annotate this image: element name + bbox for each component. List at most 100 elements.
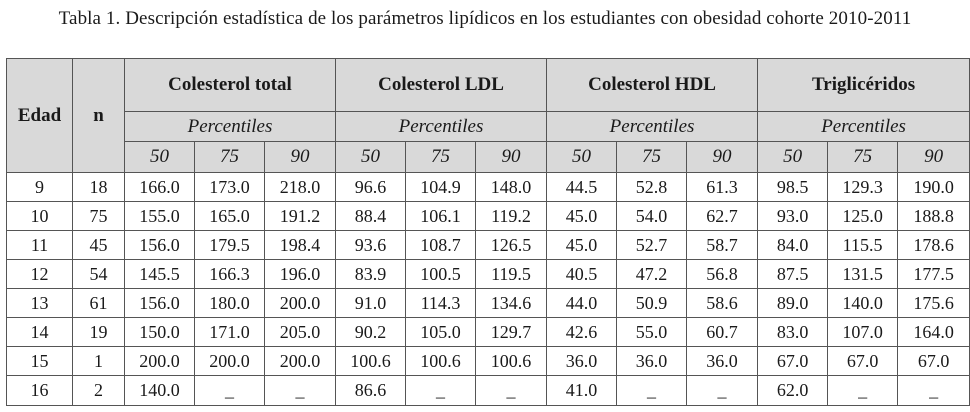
cell-ldl: 100.6 xyxy=(335,346,406,376)
cell-ct: 145.5 xyxy=(124,259,195,289)
cell-ct: _ xyxy=(194,375,265,406)
header-colesterol-hdl: Colesterol HDL xyxy=(546,58,759,112)
cell-hdl: 60.7 xyxy=(686,317,759,347)
cell-ct: 156.0 xyxy=(124,230,195,260)
cell-n: 18 xyxy=(72,172,125,202)
cell-n: 54 xyxy=(72,259,125,289)
cell-ldl: 104.9 xyxy=(405,172,476,202)
cell-tg: 125.0 xyxy=(827,201,899,231)
cell-ct: 156.0 xyxy=(124,288,195,318)
cell-n: 1 xyxy=(72,346,125,376)
cell-ldl: 106.1 xyxy=(405,201,476,231)
cell-tg: 87.5 xyxy=(757,259,829,289)
cell-ldl: 83.9 xyxy=(335,259,406,289)
table-row: 11 45 156.0 179.5 198.4 93.6 108.7 126.5 45.0 52.… xyxy=(6,230,970,260)
cell-edad: 13 xyxy=(6,288,73,318)
cell-hdl: 56.8 xyxy=(686,259,759,289)
table-header: Edad n Colesterol total Colesterol LDL C… xyxy=(6,58,970,173)
header-n: n xyxy=(72,58,125,173)
cell-ldl: 100.5 xyxy=(405,259,476,289)
cell-hdl: 55.0 xyxy=(616,317,688,347)
cell-ldl: 90.2 xyxy=(335,317,406,347)
header-percentile-value: 90 xyxy=(686,141,759,173)
cell-tg: 83.0 xyxy=(757,317,829,347)
cell-hdl: 41.0 xyxy=(546,375,618,406)
cell-edad: 12 xyxy=(6,259,73,289)
cell-ldl: 86.6 xyxy=(335,375,406,406)
cell-tg: 129.3 xyxy=(827,172,899,202)
cell-tg: 89.0 xyxy=(757,288,829,318)
header-trigliceridos: Triglicéridos xyxy=(757,58,970,112)
cell-tg: 178.6 xyxy=(897,230,970,260)
cell-hdl: 40.5 xyxy=(546,259,618,289)
header-percentiles: Percentiles xyxy=(334,111,548,142)
cell-edad: 14 xyxy=(6,317,73,347)
cell-ct: 171.0 xyxy=(194,317,265,347)
cell-ldl: 119.2 xyxy=(474,201,548,231)
cell-ct: 166.3 xyxy=(194,259,265,289)
cell-n: 19 xyxy=(72,317,125,347)
cell-tg: 107.0 xyxy=(827,317,899,347)
cell-hdl: 62.7 xyxy=(686,201,759,231)
cell-ct: 205.0 xyxy=(264,317,336,347)
cell-edad: 11 xyxy=(6,230,73,260)
header-percentile-value: 90 xyxy=(897,141,970,173)
header-percentiles: Percentiles xyxy=(124,111,336,142)
header-percentile-value: 50 xyxy=(757,141,829,173)
cell-hdl: 47.2 xyxy=(616,259,688,289)
cell-n: 2 xyxy=(72,375,125,406)
cell-hdl: 42.6 xyxy=(546,317,618,347)
cell-tg: 93.0 xyxy=(757,201,829,231)
header-colesterol-total: Colesterol total xyxy=(124,58,336,112)
cell-tg: 62.0 xyxy=(757,375,829,406)
cell-ct: 166.0 xyxy=(124,172,195,202)
cell-tg: 115.5 xyxy=(827,230,899,260)
cell-hdl: 36.0 xyxy=(616,346,688,376)
cell-ldl: 100.6 xyxy=(474,346,548,376)
cell-n: 75 xyxy=(72,201,125,231)
table-row: 16 2 140.0 _ _ 86.6 _ _ 41.0 _ _ 62.0 _ _ xyxy=(6,375,970,406)
cell-ct: 198.4 xyxy=(264,230,336,260)
table-row: 13 61 156.0 180.0 200.0 91.0 114.3 134.6 44.0 50.… xyxy=(6,288,970,318)
cell-hdl: 50.9 xyxy=(616,288,688,318)
cell-tg: 67.0 xyxy=(757,346,829,376)
cell-ldl: 126.5 xyxy=(474,230,548,260)
cell-hdl: 44.0 xyxy=(546,288,618,318)
header-percentile-value: 50 xyxy=(546,141,618,173)
header-edad: Edad xyxy=(6,58,73,173)
header-percentile-value: 50 xyxy=(124,141,195,173)
cell-tg: 188.8 xyxy=(897,201,970,231)
cell-ldl: 100.6 xyxy=(405,346,476,376)
cell-hdl: 52.7 xyxy=(616,230,688,260)
cell-ldl: 105.0 xyxy=(405,317,476,347)
cell-tg: _ xyxy=(897,375,970,406)
cell-hdl: 36.0 xyxy=(546,346,618,376)
table-row: 15 1 200.0 200.0 200.0 100.6 100.6 100.6 36.0 36.… xyxy=(6,346,970,376)
cell-n: 61 xyxy=(72,288,125,318)
cell-hdl: 58.6 xyxy=(686,288,759,318)
cell-hdl: _ xyxy=(616,375,688,406)
cell-hdl: 44.5 xyxy=(546,172,618,202)
cell-ct: 200.0 xyxy=(124,346,195,376)
header-percentile-value: 90 xyxy=(474,141,548,173)
cell-ldl: 119.5 xyxy=(474,259,548,289)
cell-edad: 10 xyxy=(6,201,73,231)
cell-ct: 140.0 xyxy=(124,375,195,406)
cell-hdl: 61.3 xyxy=(686,172,759,202)
cell-ldl: _ xyxy=(474,375,548,406)
header-percentiles: Percentiles xyxy=(546,111,759,142)
cell-tg: 175.6 xyxy=(897,288,970,318)
header-percentile-value: 50 xyxy=(335,141,406,173)
cell-ldl: 91.0 xyxy=(335,288,406,318)
cell-ct: 165.0 xyxy=(194,201,265,231)
cell-ct: 196.0 xyxy=(264,259,336,289)
cell-edad: 15 xyxy=(6,346,73,376)
cell-hdl: 45.0 xyxy=(546,201,618,231)
cell-hdl: 52.8 xyxy=(616,172,688,202)
cell-edad: 16 xyxy=(6,375,73,406)
cell-tg: _ xyxy=(827,375,899,406)
cell-ct: 155.0 xyxy=(124,201,195,231)
cell-tg: 67.0 xyxy=(897,346,970,376)
table-row: 12 54 145.5 166.3 196.0 83.9 100.5 119.5 40.5 47.… xyxy=(6,259,970,289)
table-row: 14 19 150.0 171.0 205.0 90.2 105.0 129.7 42.6 55.… xyxy=(6,317,970,347)
